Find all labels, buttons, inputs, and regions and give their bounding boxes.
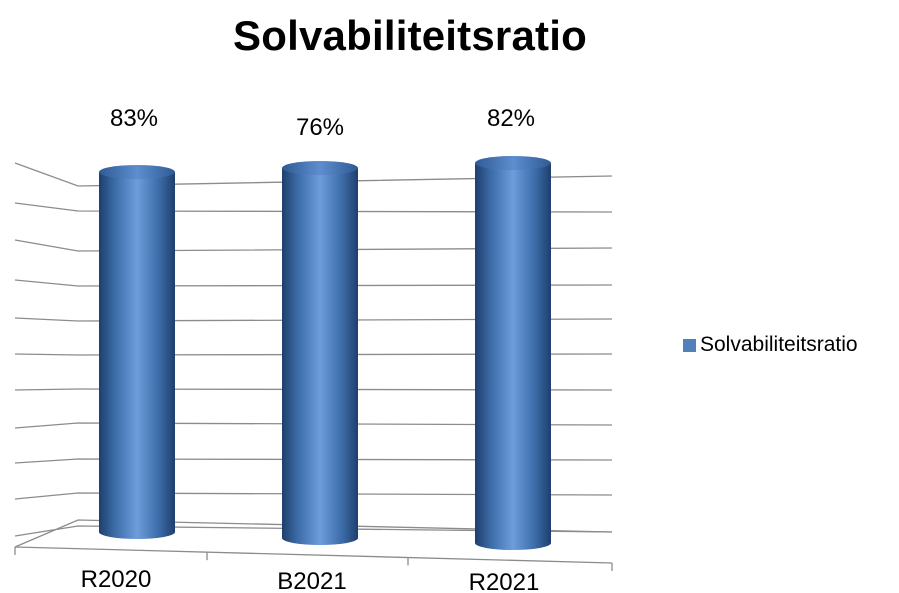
gridline — [14, 317, 613, 322]
x-tick-label: B2021 — [277, 568, 346, 593]
gridline — [14, 353, 613, 356]
bar-body — [99, 172, 175, 539]
data-label: 83% — [110, 105, 158, 132]
bars — [99, 156, 551, 550]
bar-B2021 — [282, 161, 358, 545]
bar-R2020 — [99, 165, 175, 539]
x-tick-label: R2021 — [469, 569, 540, 593]
gridline — [14, 458, 613, 464]
data-labels: 83% 76% 82% — [110, 105, 535, 141]
gridline — [14, 239, 613, 252]
bar-body — [475, 163, 551, 550]
legend-swatch — [683, 338, 696, 352]
bar-top-cap — [282, 161, 358, 175]
bar-R2021 — [475, 156, 551, 550]
x-axis-line — [14, 546, 613, 564]
gridline — [14, 162, 613, 187]
x-tick-label: R2020 — [81, 566, 152, 593]
gridline — [14, 525, 613, 537]
bar-body — [282, 168, 358, 545]
legend-label: Solvabiliteitsratio — [700, 333, 858, 356]
bar-top-cap — [99, 165, 175, 179]
data-label: 76% — [296, 114, 344, 141]
gridline — [14, 279, 613, 287]
gridline — [14, 388, 613, 391]
gridline — [14, 492, 613, 500]
gridline — [14, 422, 613, 429]
floor-back-edge — [14, 519, 613, 548]
data-label: 82% — [487, 105, 535, 132]
x-axis-tick-labels: R2020 B2021 R2021 — [81, 566, 540, 593]
gridline — [14, 202, 613, 213]
legend: Solvabiliteitsratio — [683, 333, 858, 357]
bar-top-cap — [475, 156, 551, 170]
chart-title: Solvabiliteitsratio — [233, 12, 587, 59]
gridlines — [14, 162, 613, 571]
